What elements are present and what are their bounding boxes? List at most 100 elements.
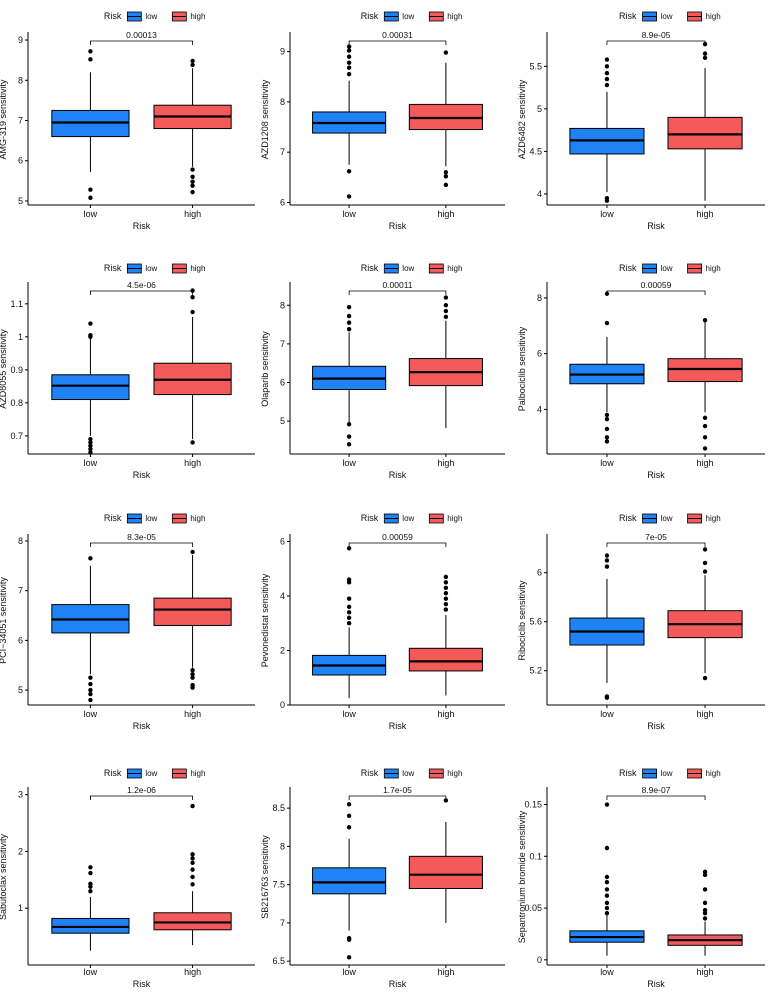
y-tick-label: 8	[280, 841, 285, 851]
outlier-point	[88, 321, 93, 326]
box-iqr	[667, 116, 743, 150]
chart-panel-9: Risk low high 5.2 5.6 6 Ribociclib sensitivity…	[517, 513, 765, 731]
outlier-point	[702, 318, 708, 323]
box-high	[408, 50, 483, 188]
legend-key-low	[642, 11, 657, 22]
p-value-label: 8.9e-05	[642, 30, 671, 40]
x-axis-title: Risk	[647, 470, 665, 480]
legend-title: Risk	[619, 263, 637, 273]
y-axis-title: Palbociclib sensitivity	[517, 326, 527, 411]
outlier-point	[190, 183, 195, 188]
y-tick-label: 5.5	[529, 61, 542, 71]
legend-label-low: low	[145, 769, 157, 778]
y-tick-label: 6	[537, 568, 542, 578]
p-value-label: 0.00059	[382, 532, 413, 542]
y-axis-title: Ribociclib sensitivity	[517, 580, 527, 661]
outlier-point	[346, 937, 352, 942]
outlier-point	[702, 560, 708, 566]
y-tick-label: 0	[280, 700, 285, 710]
x-tick-label-high: high	[184, 458, 201, 468]
legend-title: Risk	[619, 513, 637, 523]
outlier-point	[604, 435, 610, 440]
outlier-point	[604, 198, 610, 203]
outlier-point	[443, 50, 449, 55]
outlier-point	[702, 887, 708, 892]
y-tick-label: 3	[18, 790, 23, 800]
y-tick-label: 7.5	[272, 880, 285, 890]
legend-key-low	[126, 263, 142, 274]
y-tick-label: 7	[18, 116, 23, 126]
y-tick-label: 8	[18, 75, 23, 85]
y-tick-label: 8	[280, 97, 285, 107]
outlier-point	[88, 697, 93, 703]
y-axis-title: AMG-319 sensitivity	[0, 79, 8, 160]
legend-key-high	[171, 11, 187, 22]
outlier-point	[443, 314, 449, 320]
legend-title: Risk	[104, 263, 122, 273]
legend-key-low	[642, 263, 657, 274]
x-tick-label-high: high	[697, 967, 714, 977]
outlier-point	[604, 553, 610, 558]
outlier-point	[702, 446, 708, 451]
y-tick-label: 8.5	[272, 803, 285, 813]
legend-label-low: low	[145, 12, 157, 21]
box-low	[569, 802, 645, 956]
outlier-point	[190, 852, 195, 857]
y-tick-label: 6	[280, 536, 285, 546]
legend-label-high: high	[706, 264, 721, 273]
outlier-point	[604, 802, 610, 807]
outlier-point	[702, 51, 708, 56]
legend-label-low: low	[402, 264, 414, 273]
outlier-point	[702, 869, 708, 875]
outlier-point	[346, 169, 352, 174]
legend-title: Risk	[619, 11, 637, 21]
y-tick-label: 0	[537, 955, 542, 965]
outlier-point	[346, 813, 352, 818]
x-tick-label-low: low	[342, 209, 356, 219]
legend-key-low	[383, 768, 399, 779]
x-tick-label-low: low	[600, 209, 614, 219]
legend-title: Risk	[619, 768, 637, 778]
legend-key-high	[428, 263, 444, 274]
outlier-point	[190, 58, 195, 64]
outlier-point	[190, 549, 195, 555]
y-axis-title: Sabutoclax sensitivity	[0, 833, 8, 920]
outlier-point	[604, 82, 610, 88]
legend-label-low: low	[402, 769, 414, 778]
y-tick-label: 5.6	[529, 617, 542, 627]
x-tick-label-high: high	[184, 209, 201, 219]
outlier-point	[346, 577, 352, 582]
outlier-point	[346, 604, 352, 610]
outlier-point	[443, 591, 449, 596]
outlier-point	[604, 893, 610, 898]
legend-label-high: high	[447, 264, 462, 273]
significance-bracket: 0.00031	[348, 30, 447, 45]
outlier-point	[346, 955, 352, 960]
y-tick-label: 7	[280, 147, 285, 157]
chart-panel-5: Risk low high 5 6 7 8 Olaparib sensitivity low hi…	[260, 263, 505, 480]
legend-label-low: low	[402, 12, 414, 21]
outlier-point	[190, 179, 195, 184]
outlier-point	[346, 615, 352, 620]
outlier-point	[604, 879, 610, 885]
box-low	[51, 49, 130, 200]
outlier-point	[604, 320, 610, 326]
outlier-point	[346, 320, 352, 325]
legend-title: Risk	[361, 513, 379, 523]
x-tick-label-low: low	[342, 458, 356, 468]
x-tick-label-low: low	[84, 209, 98, 219]
outlier-point	[604, 695, 610, 700]
x-axis-title: Risk	[389, 470, 407, 480]
legend-label-high: high	[190, 769, 205, 778]
x-tick-label-high: high	[184, 709, 201, 719]
box-high	[408, 798, 483, 923]
outlier-point	[190, 856, 195, 861]
outlier-point	[346, 610, 352, 615]
box-high	[408, 574, 483, 696]
legend-key-high	[171, 513, 187, 524]
p-value-label: 0.00013	[126, 30, 157, 40]
box-low	[569, 57, 645, 203]
x-axis-title: Risk	[389, 721, 407, 731]
outlier-point	[604, 416, 610, 422]
